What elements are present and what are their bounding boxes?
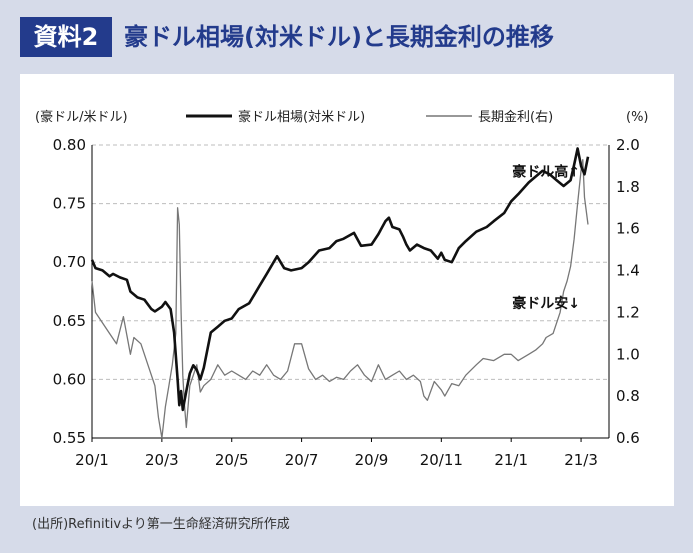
x-tick-label: 21/1 <box>494 451 528 469</box>
series-line-aud <box>90 147 590 412</box>
x-tick-label: 20/11 <box>420 451 463 469</box>
right-tick-label: 1.2 <box>616 303 640 321</box>
figure-badge: 資料2 <box>20 17 112 57</box>
right-tick-label: 1.6 <box>616 220 640 238</box>
left-axis-label: (豪ドル/米ドル) <box>35 109 128 125</box>
right-tick-label: 1.8 <box>616 178 640 196</box>
x-tick-label: 20/3 <box>145 451 179 469</box>
legend-label-aud: 豪ドル相場(対米ドル) <box>238 109 365 125</box>
right-tick-label: 1.0 <box>616 345 640 363</box>
right-tick-label: 0.8 <box>616 387 640 405</box>
left-tick-label: 0.55 <box>53 429 86 447</box>
chart-svg: (豪ドル/米ドル) (%) 豪ドル相場(対米ドル) 長期金利(右) 0.55 0.… <box>35 109 649 469</box>
x-tick-label: 21/3 <box>564 451 598 469</box>
legend-label-yield: 長期金利(右) <box>478 109 553 125</box>
annotation-aud-up: 豪ドル高↑ <box>512 164 580 181</box>
source-note: (出所)Refinitivより第一生命経済研究所作成 <box>32 517 290 532</box>
right-tick-label: 1.4 <box>616 262 640 280</box>
chart-panel: (豪ドル/米ドル) (%) 豪ドル相場(対米ドル) 長期金利(右) 0.55 0.… <box>20 74 674 506</box>
left-tick-label: 0.65 <box>53 312 86 330</box>
right-tick-label: 0.6 <box>616 429 640 447</box>
x-tick-label: 20/5 <box>215 451 249 469</box>
x-tick-label: 20/7 <box>285 451 319 469</box>
left-tick-label: 0.60 <box>53 370 86 388</box>
left-tick-label: 0.70 <box>53 253 86 271</box>
left-tick-label: 0.75 <box>53 195 86 213</box>
left-tick-label: 0.80 <box>53 136 86 154</box>
right-tick-label: 2.0 <box>616 136 640 154</box>
header: 資料2 豪ドル相場(対米ドル)と長期金利の推移 <box>0 0 693 72</box>
annotation-aud-down: 豪ドル安↓ <box>512 295 580 312</box>
x-tick-label: 20/1 <box>75 451 109 469</box>
chart-title: 豪ドル相場(対米ドル)と長期金利の推移 <box>124 23 554 51</box>
right-axis-label: (%) <box>626 110 649 125</box>
series-line-yield <box>91 158 589 439</box>
x-tick-label: 20/9 <box>355 451 389 469</box>
